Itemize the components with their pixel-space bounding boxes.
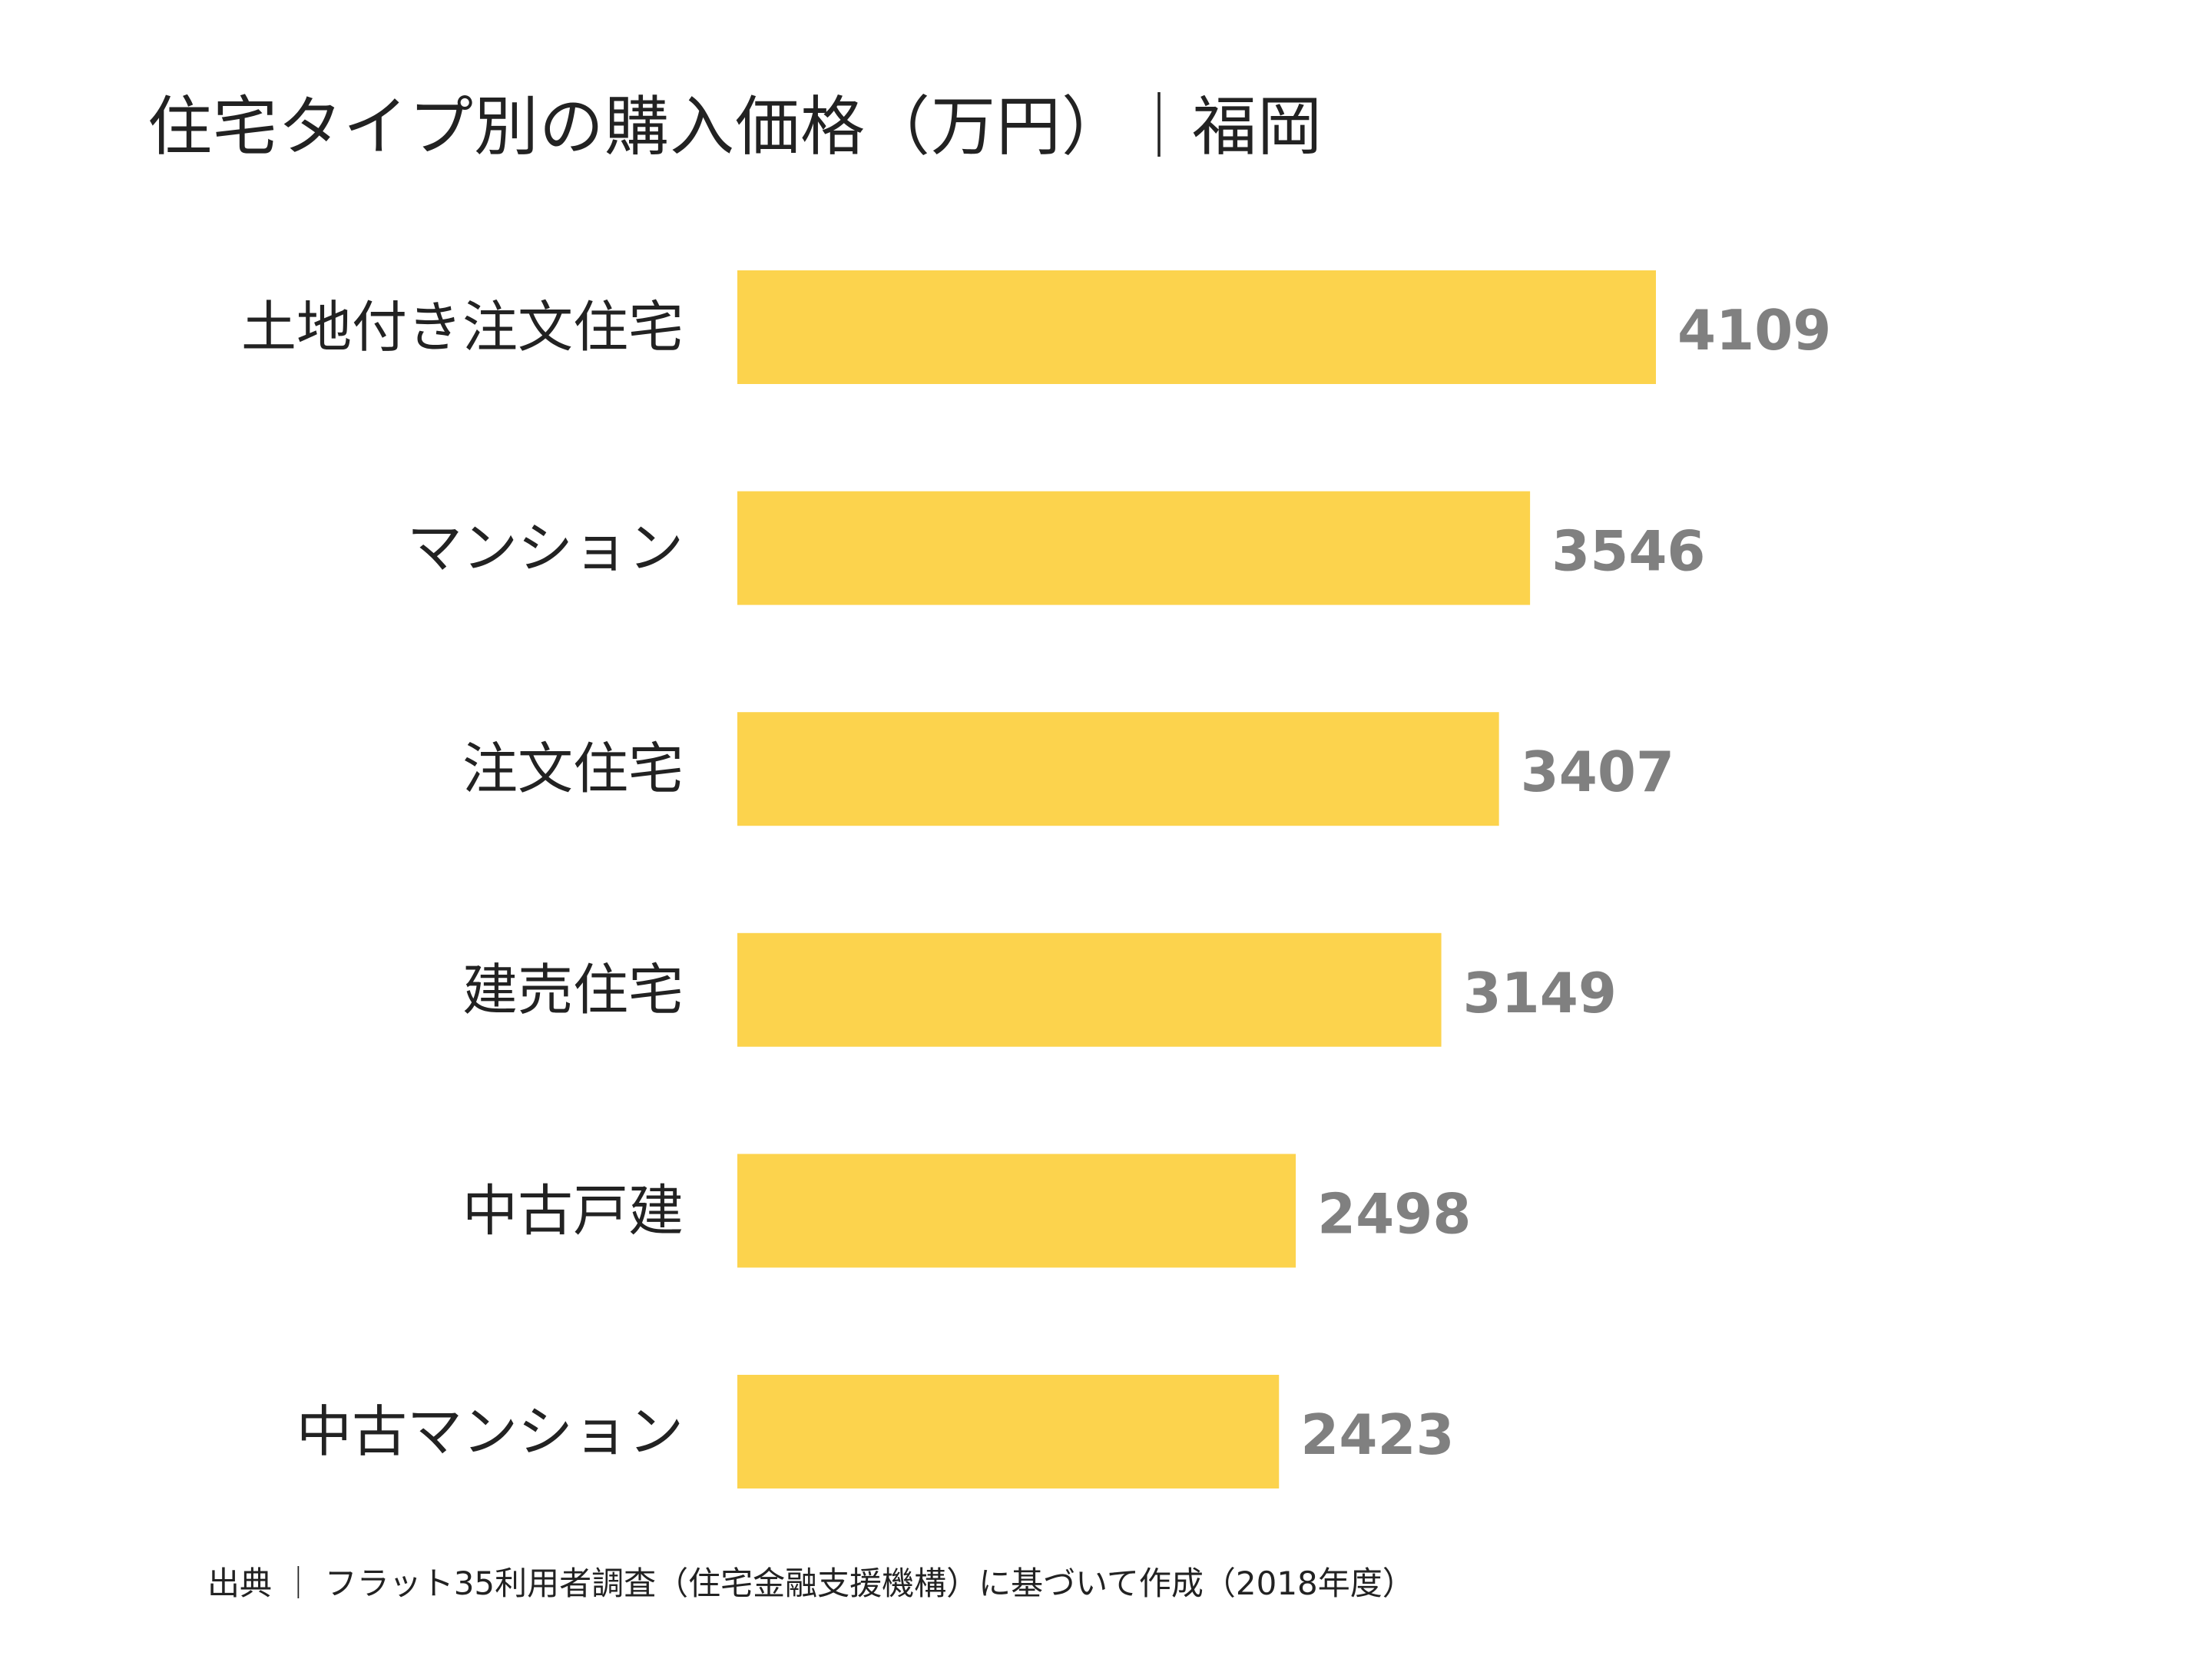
bars-group — [737, 270, 1656, 1488]
bar-4 — [737, 932, 1442, 1047]
bar-6 — [737, 1375, 1280, 1488]
bar-1 — [737, 270, 1656, 384]
value-label-3: 3407 — [1521, 740, 1674, 804]
category-label-3: 注文住宅 — [462, 737, 684, 801]
bar-5 — [737, 1154, 1296, 1268]
category-label-1: 土地付き注文住宅 — [241, 295, 684, 359]
category-label-6: 中古マンション — [296, 1399, 684, 1464]
category-label-5: 中古戸建 — [462, 1178, 684, 1243]
category-label-2: マンション — [407, 516, 684, 581]
value-label-1: 4109 — [1677, 298, 1831, 363]
value-label-6: 2423 — [1300, 1402, 1454, 1467]
chart-title: 住宅タイプ別の購入価格（万円）｜福岡 — [147, 89, 1323, 164]
value-label-4: 3149 — [1463, 961, 1617, 1025]
value-labels: 4109 3546 3407 3149 2498 2423 — [1300, 298, 1831, 1467]
category-label-4: 建売住宅 — [462, 958, 684, 1022]
bar-2 — [737, 491, 1531, 605]
value-label-5: 2498 — [1317, 1181, 1471, 1246]
source-note: 出典 ｜ フラット35利用者調査（住宅金融支援機構）に基づいて作成（2018年度… — [207, 1565, 1415, 1602]
value-label-2: 3546 — [1551, 519, 1705, 584]
bar-3 — [737, 712, 1499, 826]
